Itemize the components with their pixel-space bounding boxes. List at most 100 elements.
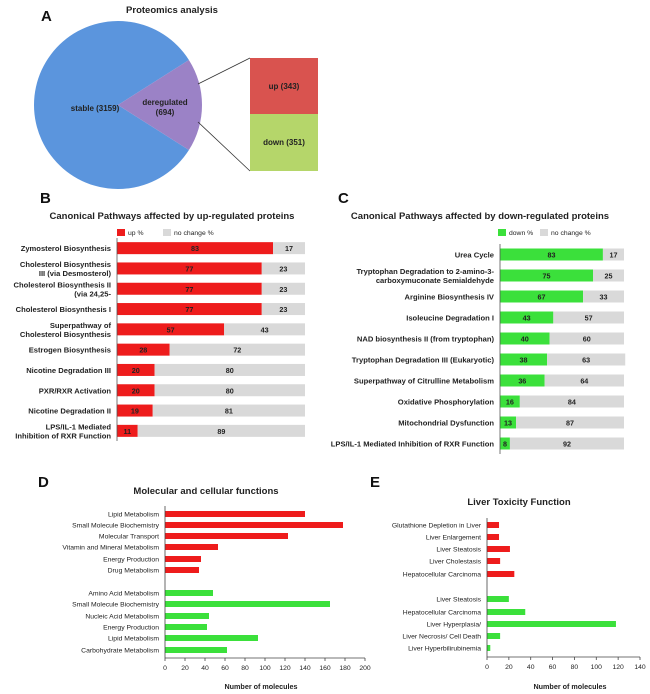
x-tick-label: 0 — [163, 665, 167, 672]
category-label: Superpathway of Citrulline Metabolism — [354, 377, 494, 386]
bar-primary-value: 77 — [185, 264, 193, 273]
bar-nochange-value: 57 — [585, 314, 593, 323]
pie-label-deregulated: deregulated — [142, 98, 187, 107]
x-tick-label: 60 — [549, 664, 557, 671]
bar-nochange — [544, 374, 624, 387]
bar-primary — [117, 384, 155, 397]
bar-nochange — [509, 437, 624, 450]
bar-nochange-value: 89 — [217, 427, 225, 436]
chart-e: Glutathione Depletion in Liver Liver Enla… — [392, 518, 646, 671]
bar-nochange — [516, 416, 624, 429]
category-label: Glutathione Depletion in Liver — [392, 523, 482, 530]
bar-nochange — [593, 269, 624, 282]
bar-primary-value: 19 — [131, 407, 139, 416]
category-label: Superpathway of — [50, 321, 112, 330]
bar-primary — [117, 424, 138, 437]
category-label: (via 24,25- — [74, 289, 111, 298]
bar-primary-value: 38 — [520, 356, 528, 365]
bar-nochange-value: 63 — [582, 356, 590, 365]
bar — [165, 624, 207, 630]
bar-nochange-value: 64 — [580, 377, 588, 386]
bar-nochange — [154, 384, 305, 397]
bar-nochange-value: 17 — [285, 244, 293, 253]
bar-primary-value: 43 — [523, 314, 531, 323]
bar-primary-value: 36 — [518, 377, 526, 386]
bar-nochange — [553, 311, 624, 324]
panel-d-letter: D — [38, 474, 49, 491]
x-tick-label: 40 — [527, 664, 535, 671]
panel-c-title: Canonical Pathways affected by down-regu… — [351, 211, 609, 222]
bar-primary — [500, 269, 593, 282]
category-label: Cholesterol Biosynthesis — [20, 260, 111, 269]
bar-nochange-value: 25 — [605, 272, 613, 281]
x-tick-label: 60 — [221, 665, 229, 672]
bar-nochange-value: 92 — [563, 440, 571, 449]
x-tick-label: 140 — [634, 664, 646, 671]
bar-primary-value: 11 — [124, 427, 132, 436]
category-label: Small Molecule Biochemistry — [72, 602, 159, 609]
category-label: Molecular Transport — [99, 534, 159, 541]
bar-primary — [117, 282, 262, 295]
bar-primary — [117, 262, 262, 275]
zoom-line-top — [197, 57, 251, 85]
x-tick-label: 0 — [485, 664, 489, 671]
category-label: Nicotine Degradation II — [28, 407, 111, 416]
category-label: Cholesterol Biosynthesis II — [14, 280, 111, 289]
bar-primary — [500, 290, 584, 303]
category-label: Drug Metabolism — [108, 568, 160, 575]
bar-nochange-value: 23 — [279, 285, 287, 294]
x-tick-label: 40 — [201, 665, 209, 672]
bar-nochange-value: 84 — [568, 398, 576, 407]
bar-primary — [500, 353, 548, 366]
bar — [165, 601, 330, 607]
bar — [165, 522, 343, 528]
legend-up-swatch — [117, 229, 125, 236]
pie-slice-stable — [34, 21, 189, 189]
bar — [487, 596, 509, 602]
category-label: Cholesterol Biosynthesis I — [16, 305, 111, 314]
panel-a-letter: A — [41, 8, 52, 25]
x-tick-label: 120 — [279, 665, 291, 672]
category-label: Zymosterol Biosynthesis — [21, 244, 111, 253]
panel-b-title: Canonical Pathways affected by up-regula… — [50, 211, 295, 222]
bar — [165, 511, 305, 517]
bar-nochange-value: 17 — [609, 251, 617, 260]
category-label: Energy Production — [103, 625, 159, 632]
category-label: Cholesterol Biosynthesis — [20, 330, 111, 339]
bar-primary-value: 16 — [506, 398, 514, 407]
category-label: Urea Cycle — [455, 251, 494, 260]
bar-nochange — [154, 363, 305, 376]
chart-b: Zymosterol Biosynthesis 83 17 Cholesterol B… — [14, 238, 305, 441]
x-tick-label: 140 — [299, 665, 311, 672]
legend-nochange-label: no change % — [551, 230, 591, 237]
category-label: PXR/RXR Activation — [39, 386, 112, 395]
category-label: Estrogen Biosynthesis — [29, 346, 111, 355]
bar-nochange — [224, 323, 305, 336]
bar-nochange-value: 81 — [225, 407, 233, 416]
bar-primary — [117, 343, 170, 356]
legend-down-label: down % — [509, 230, 533, 237]
bar-nochange — [137, 424, 305, 437]
bar-nochange-value: 80 — [226, 366, 234, 375]
bar-primary — [117, 404, 153, 417]
legend-nochange-swatch — [163, 229, 171, 236]
bar-primary-value: 77 — [185, 305, 193, 314]
bar-primary-value: 13 — [504, 419, 512, 428]
bar-primary — [117, 303, 262, 316]
bar — [165, 544, 218, 550]
bar-nochange-value: 72 — [233, 346, 241, 355]
bar-primary-value: 40 — [521, 335, 529, 344]
panel-c: C Canonical Pathways affected by down-re… — [331, 190, 626, 454]
category-label: Tryptophan Degradation III (Eukaryotic) — [352, 356, 495, 365]
category-label: Liver Hyperplasia/ — [427, 622, 482, 629]
bar-nochange-value: 23 — [279, 264, 287, 273]
pie-label-stable: stable (3159) — [71, 104, 120, 113]
bar-primary-value: 83 — [191, 244, 199, 253]
category-label: LPS/IL-1 Mediated Inhibition of RXR Func… — [331, 440, 495, 449]
bar-nochange-value: 43 — [261, 325, 269, 334]
bar-primary — [500, 248, 603, 261]
bar-primary-value: 8 — [503, 440, 507, 449]
x-tick-label: 80 — [571, 664, 579, 671]
category-label: Liver Cholestasis — [429, 559, 481, 566]
